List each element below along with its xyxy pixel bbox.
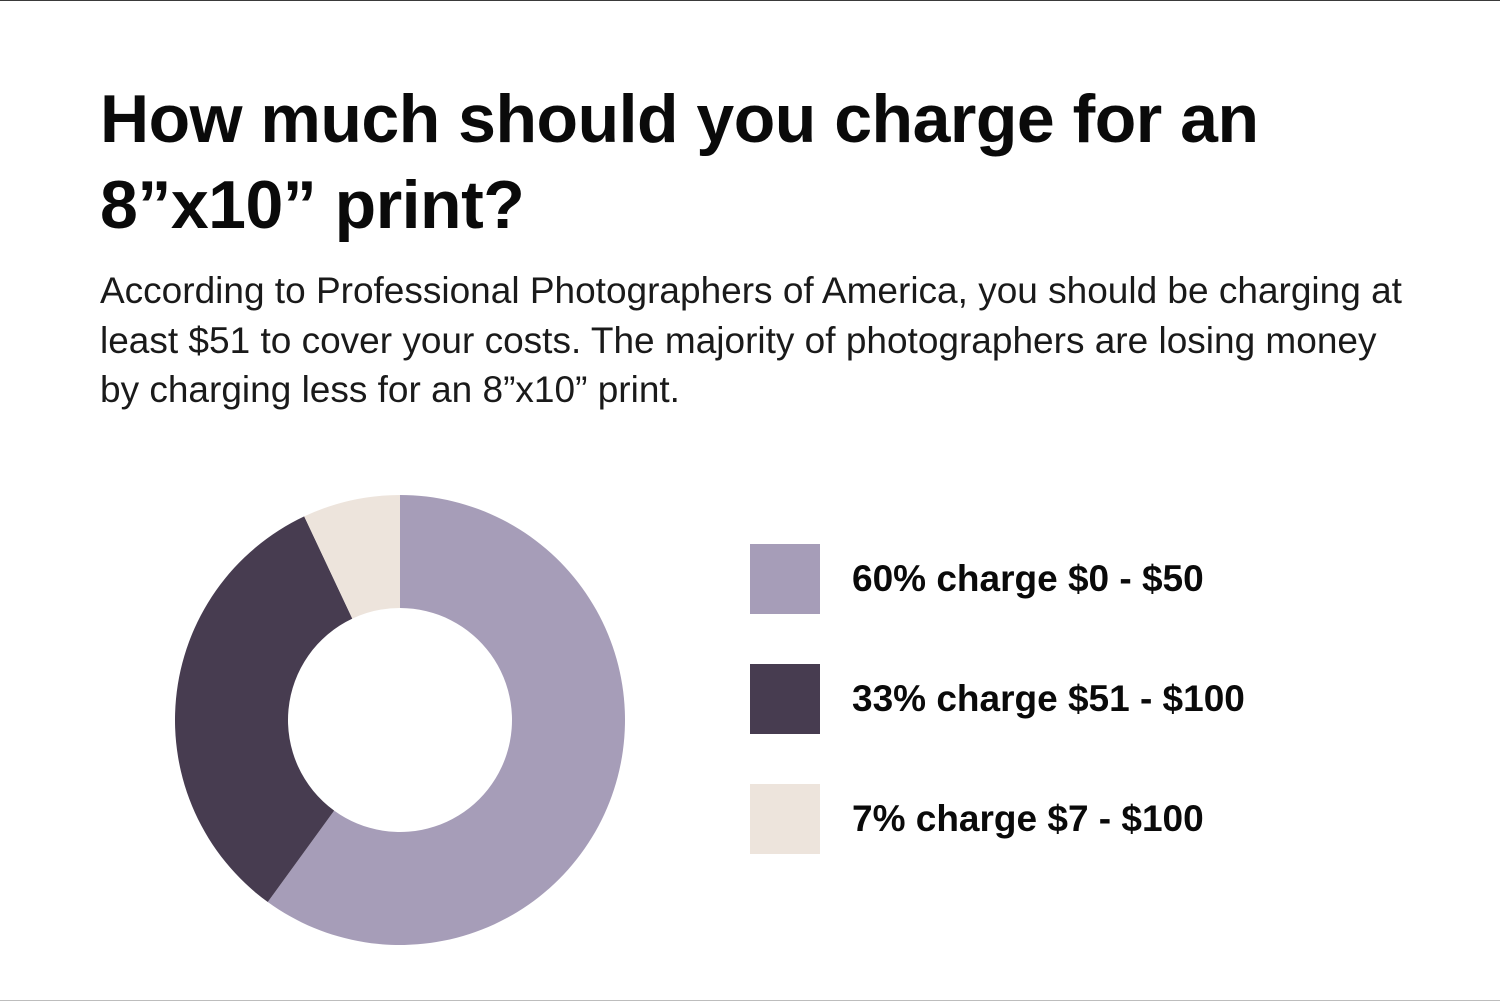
donut-slice-51-100 xyxy=(174,516,353,903)
donut-slice-0-50 xyxy=(267,495,625,945)
legend-label-51-100: 33% charge $51 - $100 xyxy=(852,678,1245,719)
legend-label-0-50: 60% charge $0 - $50 xyxy=(852,558,1204,599)
legend-label-7-100: 7% charge $7 - $100 xyxy=(852,798,1204,839)
donut-slices xyxy=(174,495,625,945)
page-subtitle: According to Professional Photographers … xyxy=(100,270,1402,410)
legend-swatch-51-100 xyxy=(750,664,820,734)
donut-slice-7-100 xyxy=(304,495,400,619)
legend-swatch-7-100 xyxy=(750,784,820,854)
legend-swatch-0-50 xyxy=(750,544,820,614)
page-title: How much should you charge for an 8”x10”… xyxy=(100,81,1259,243)
donut-chart xyxy=(174,495,625,945)
